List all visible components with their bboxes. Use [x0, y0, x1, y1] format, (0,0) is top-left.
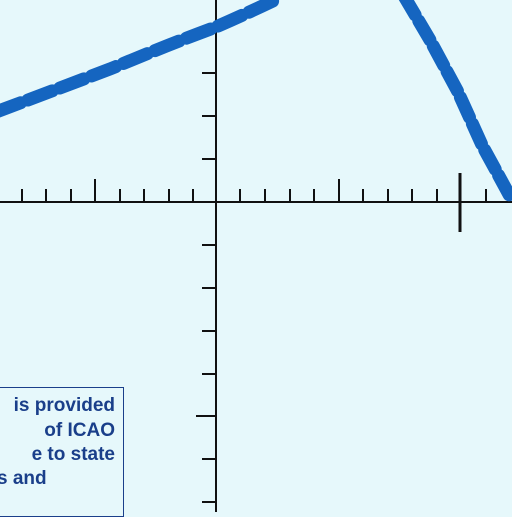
note-line-1: is provided	[14, 394, 115, 418]
note-line-3: e to state	[32, 443, 115, 467]
note-box: is provided of ICAO e to state s and	[0, 387, 124, 517]
note-line-2: of ICAO	[44, 419, 115, 443]
x-axis-ticks	[22, 179, 510, 202]
right-dashed-curve	[404, 0, 512, 200]
note-line-4: s and	[0, 467, 47, 491]
left-dashed-curve	[0, 0, 275, 112]
y-axis-ticks	[196, 30, 216, 502]
